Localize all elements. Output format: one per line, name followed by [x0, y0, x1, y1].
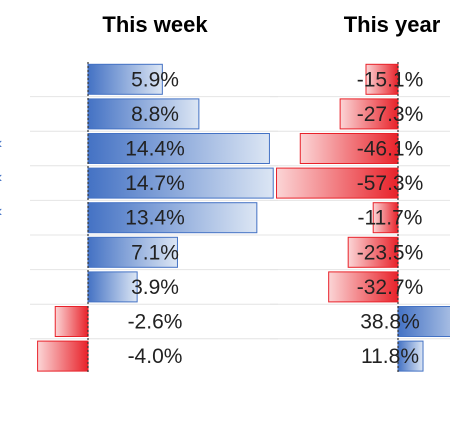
- year-bar-3: [276, 167, 399, 199]
- year-value-label-8: 11.8%: [361, 345, 419, 368]
- year-value-label-5: -23.5%: [357, 241, 424, 264]
- week-value-label-5: 7.1%: [131, 241, 179, 264]
- edge-tick-mark: ‹: [0, 169, 2, 186]
- week-value-label-3: 14.7%: [125, 172, 185, 195]
- year-bar-5: [347, 236, 399, 268]
- week-bar-5: [87, 236, 178, 268]
- week-bar-3: [87, 167, 274, 199]
- edge-tick-mark: ‹: [0, 135, 2, 152]
- year-value-label-1: -27.3%: [357, 103, 424, 126]
- this-week-header: This week: [102, 12, 208, 37]
- week-value-label-4: 13.4%: [125, 207, 185, 230]
- week-bar-2: [87, 133, 270, 164]
- week-value-label-0: 5.9%: [131, 68, 179, 91]
- year-bar-7: [397, 306, 450, 337]
- year-value-label-7: 38.8%: [360, 311, 420, 334]
- edge-tick-mark: ‹: [0, 203, 2, 220]
- week-value-label-7: -2.6%: [128, 311, 183, 334]
- week-value-label-6: 3.9%: [131, 276, 179, 299]
- week-bar-6: [87, 271, 138, 303]
- week-value-label-2: 14.4%: [125, 138, 185, 161]
- week-bar-1: [87, 98, 200, 130]
- year-bar-4: [372, 202, 399, 234]
- year-value-label-4: -11.7%: [358, 207, 423, 230]
- week-value-label-8: -4.0%: [128, 345, 183, 368]
- year-bar-1: [339, 98, 399, 130]
- year-bar-6: [328, 271, 399, 303]
- year-bar-8: [397, 340, 424, 372]
- week-bar-8: [37, 340, 89, 372]
- year-value-label-2: -46.1%: [357, 138, 424, 161]
- this-year-header: This year: [344, 12, 441, 37]
- year-value-label-0: -15.1%: [357, 68, 424, 91]
- week-bar-7: [54, 306, 89, 337]
- year-value-label-3: -57.3%: [357, 172, 424, 195]
- year-value-label-6: -32.7%: [357, 276, 424, 299]
- year-bar-2: [299, 133, 399, 164]
- year-bar-0: [365, 63, 399, 95]
- week-bar-4: [87, 202, 258, 234]
- week-value-label-1: 8.8%: [131, 103, 179, 126]
